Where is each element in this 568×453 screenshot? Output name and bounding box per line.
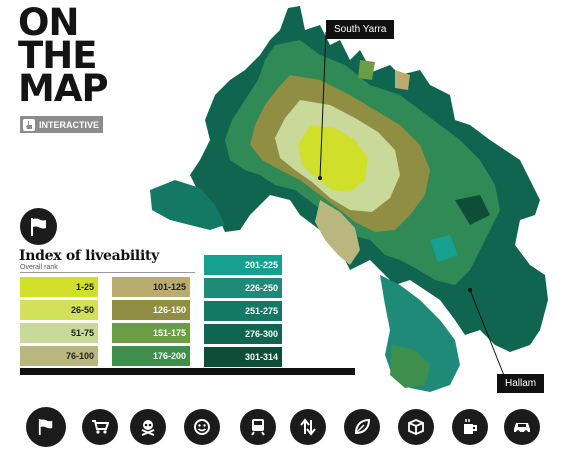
map-region-patch-1[interactable] [455, 195, 490, 225]
flag-icon-large [20, 208, 57, 245]
map-region-west[interactable] [150, 180, 225, 230]
coffee-cup-icon[interactable] [452, 409, 488, 445]
south-yarra-marker [318, 176, 322, 180]
legend-swatch: 176-200 [112, 346, 190, 366]
up-down-arrows-icon[interactable] [290, 409, 326, 445]
legend-swatch: 126-150 [112, 300, 190, 320]
flag-icon[interactable] [26, 407, 66, 447]
south-yarra-leader [319, 31, 327, 179]
south-yarra-callout: South Yarra [326, 20, 395, 39]
legend-swatch: 1-25 [20, 277, 98, 297]
car-icon[interactable] [504, 409, 540, 445]
map-region-patch-3[interactable] [395, 70, 410, 90]
skull-crossbones-icon[interactable] [130, 409, 166, 445]
pointer-hand-icon [23, 118, 35, 131]
legend-swatch: 76-100 [20, 346, 98, 366]
legend-divider [20, 272, 195, 273]
map-region-patch-2[interactable] [430, 235, 458, 262]
title-line-2: THE [18, 34, 97, 77]
hallam-callout: Hallam [497, 374, 545, 393]
shopping-cart-icon[interactable] [82, 409, 118, 445]
legend-swatch: 301-314 [204, 347, 282, 367]
legend-subtitle: Overall rank [20, 264, 58, 271]
legend-swatch: 201-225 [204, 255, 282, 275]
title-line-1: ON [18, 1, 79, 44]
hallam-marker [468, 288, 472, 292]
legend-swatch: 151-175 [112, 323, 190, 343]
category-icon-bar [26, 407, 546, 449]
interactive-badge[interactable]: INTERACTIVE [20, 116, 103, 133]
legend-swatch: 26-50 [20, 300, 98, 320]
map-region-patch-4[interactable] [358, 60, 375, 80]
legend-swatch: 251-275 [204, 301, 282, 321]
smiley-face-icon[interactable] [184, 409, 220, 445]
legend-swatch: 51-75 [20, 323, 98, 343]
legend-swatch: 101-125 [112, 277, 190, 297]
page-title: ON THE MAP [18, 1, 109, 110]
legend-bottom-bar [20, 368, 355, 375]
map-region-bayside[interactable] [315, 200, 360, 265]
leaf-icon[interactable] [344, 409, 380, 445]
train-icon[interactable] [240, 409, 276, 445]
title-line-3: MAP [18, 67, 109, 110]
badge-label: INTERACTIVE [39, 119, 100, 130]
legend-swatch: 226-250 [204, 278, 282, 298]
map-region-inner-core[interactable] [298, 125, 368, 192]
legend-swatch: 276-300 [204, 324, 282, 344]
port-phillip-bay [245, 215, 365, 345]
legend-title: Index of liveability [19, 248, 159, 264]
box-icon[interactable] [398, 409, 434, 445]
hallam-leader [469, 289, 506, 379]
map-region-peninsula-tip[interactable] [390, 345, 430, 388]
